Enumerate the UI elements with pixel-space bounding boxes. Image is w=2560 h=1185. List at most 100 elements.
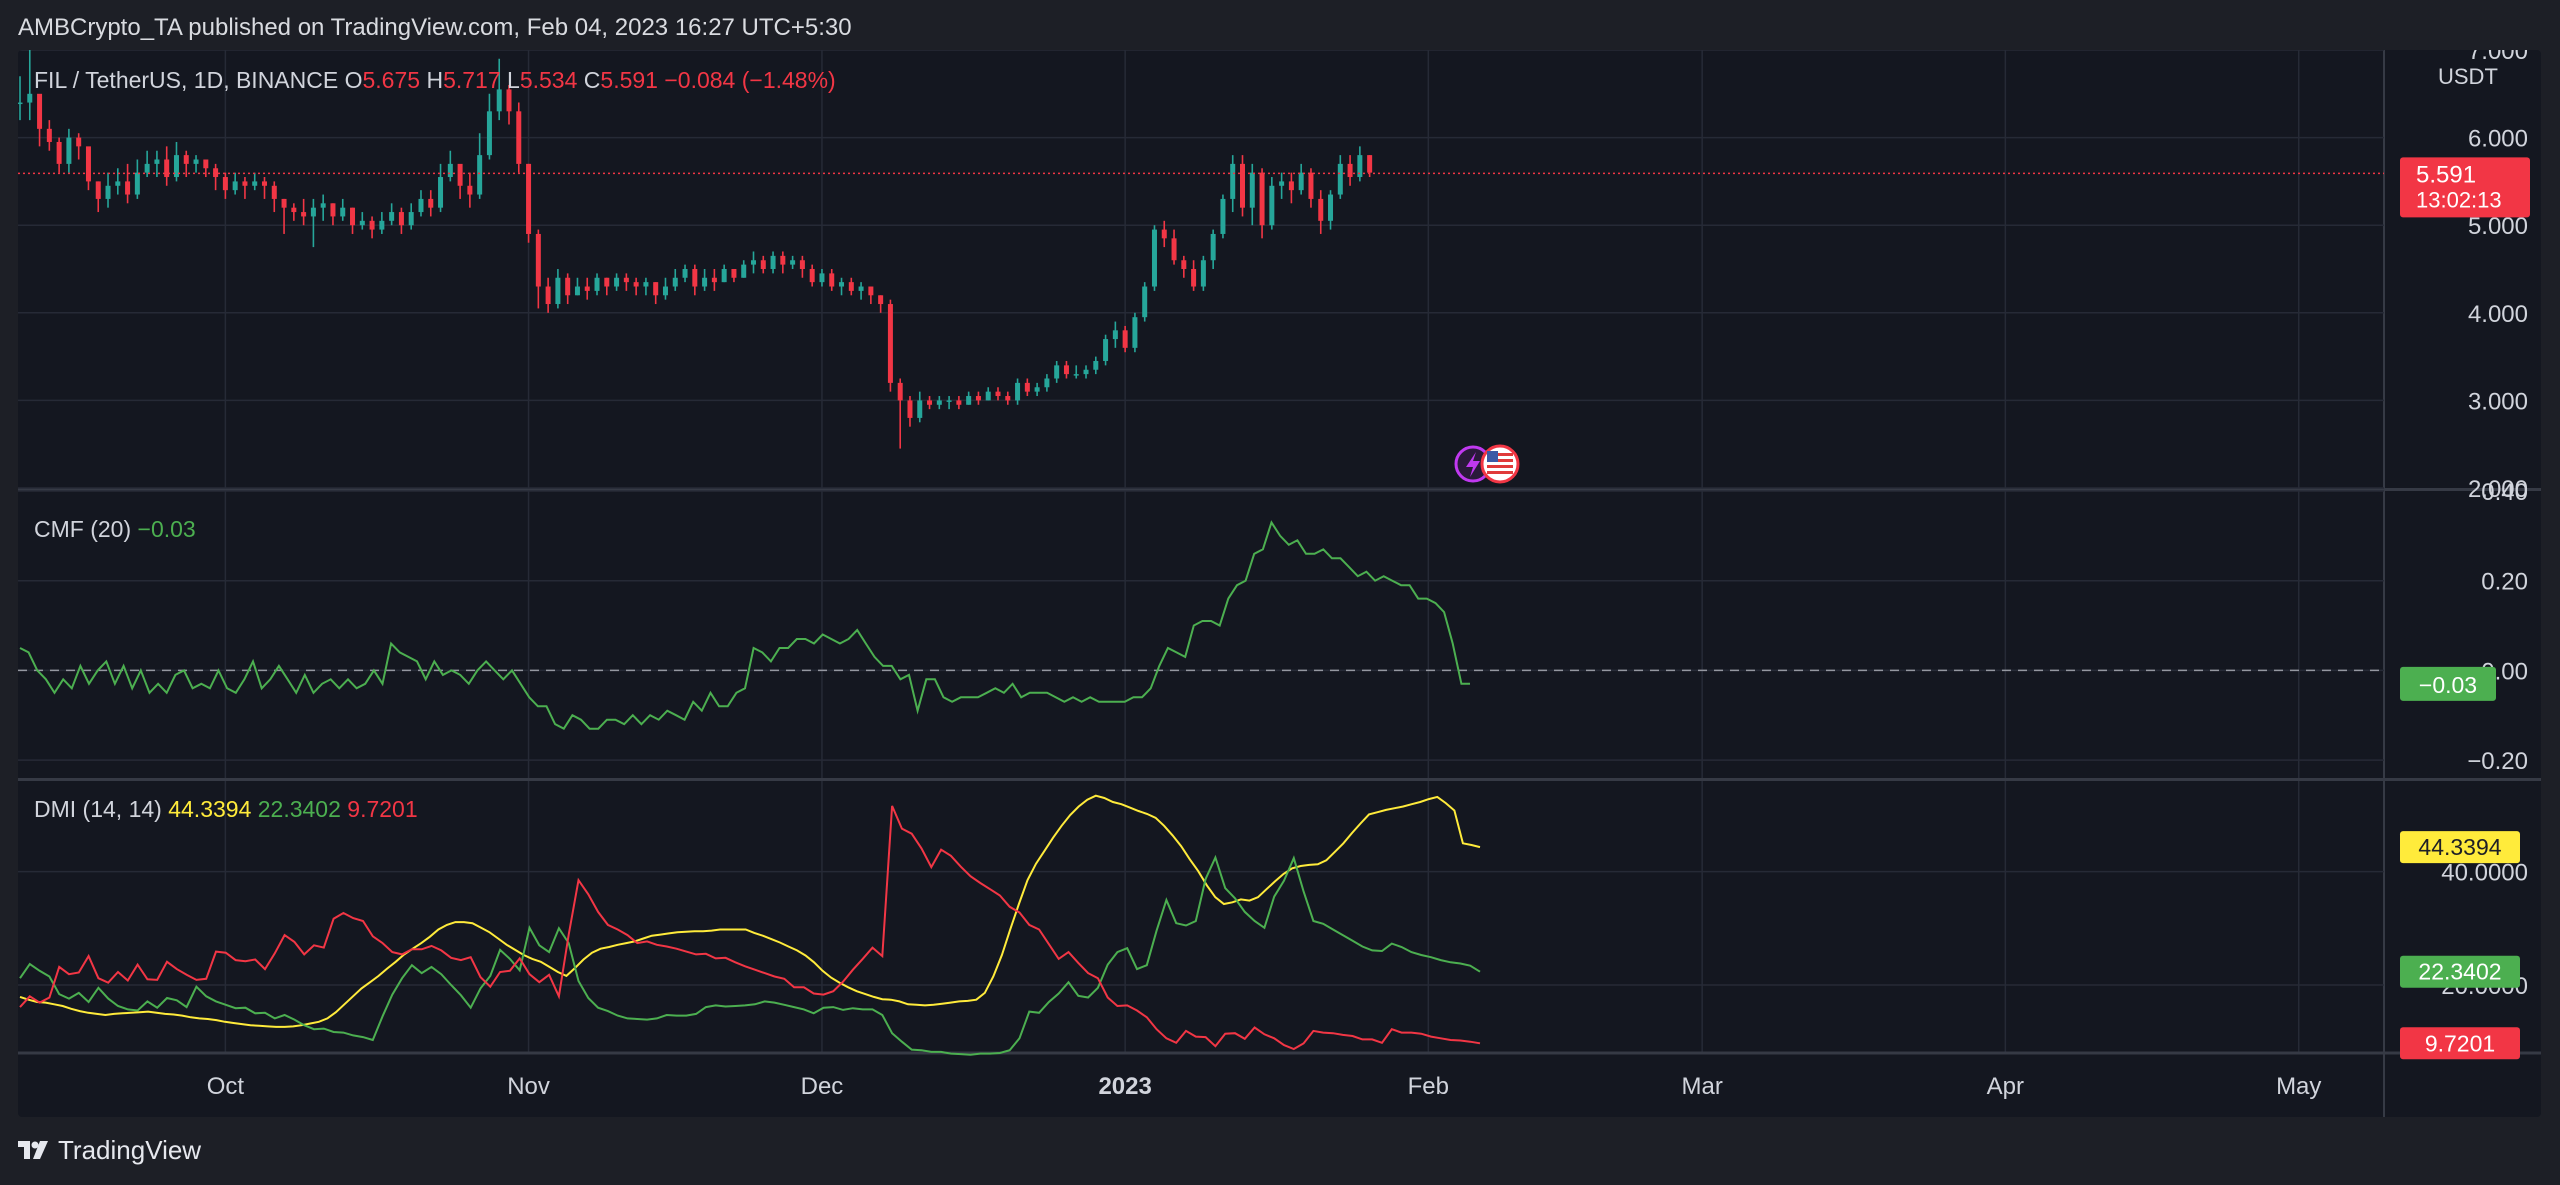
dmi-legend-value: 22.3402 [258, 796, 341, 822]
candle-body [995, 391, 1001, 397]
candle-body [301, 212, 307, 217]
time-axis-label: May [2276, 1073, 2321, 1100]
candle-body [154, 159, 160, 164]
candle-body [966, 396, 972, 405]
candle-body [1288, 181, 1294, 191]
dmi-value-tag [2400, 831, 2520, 864]
ohlc-key: O [345, 67, 363, 93]
candle-body [1318, 198, 1324, 221]
candle-body [809, 269, 815, 283]
time-axis-label: Oct [207, 1073, 245, 1100]
candle-body [320, 203, 326, 208]
time-axis-label: 2023 [1098, 1073, 1151, 1100]
candle-body [76, 137, 82, 147]
dmi-legend-value: 9.7201 [347, 796, 417, 822]
candle-body [1240, 163, 1245, 208]
candle-body [819, 273, 825, 283]
dmi-legend-value: 44.3394 [168, 796, 251, 822]
dmi-title: DMI (14, 14) [34, 796, 162, 822]
cmf-legend-value: −0.03 [138, 516, 196, 542]
candle-body [878, 295, 884, 305]
candle-body [907, 400, 913, 418]
candle-body [1103, 339, 1109, 361]
price-unit-label: USDT [2438, 64, 2498, 89]
dmi-tick-label: 40.0000 [2441, 860, 2528, 887]
candle-body [555, 277, 561, 305]
candle-body [1083, 369, 1089, 375]
candle-body [1132, 317, 1138, 348]
cmf-legend: CMF (20) −0.03 [34, 516, 196, 542]
candle-body [1259, 172, 1265, 226]
event-markers[interactable] [1454, 444, 1520, 484]
ohlc-value: 5.591 [600, 67, 658, 93]
candle-body [711, 277, 717, 283]
candle-body [222, 177, 228, 191]
last-price-tag [2400, 157, 2530, 218]
candle-body [1054, 365, 1060, 379]
candle-body [1034, 387, 1040, 392]
price-change: −0.084 (−1.48%) [664, 67, 835, 93]
candle-body [477, 155, 483, 195]
candle-body [506, 89, 512, 112]
time-axis-label: Feb [1408, 1073, 1449, 1100]
candle-body [662, 286, 668, 296]
candle-body [271, 185, 277, 199]
flag-stripe [1487, 465, 1513, 468]
tradingview-logo-icon [18, 1140, 48, 1159]
candle-body [27, 93, 33, 103]
flag-stripe [1487, 453, 1513, 456]
candle-body [770, 255, 776, 269]
candle-body [310, 207, 316, 217]
price-tick-label: 5.000 [2468, 213, 2528, 240]
price-tick-label: 6.000 [2468, 126, 2528, 153]
candle-body [594, 277, 600, 291]
candle-body [1269, 185, 1275, 226]
candle-body [936, 400, 942, 405]
candle-body [653, 282, 659, 296]
candle-body [604, 277, 610, 287]
cmf-value-tag [2400, 666, 2496, 701]
candle-body [467, 185, 473, 195]
chart-svg[interactable]: 7.0006.0005.0004.0003.0002.0005.59113:02… [18, 50, 2541, 1117]
candle-body [985, 391, 991, 401]
candle-body [848, 282, 854, 291]
candle-body [281, 198, 287, 208]
time-axis-label: Mar [1681, 1073, 1722, 1100]
candle-body [535, 233, 541, 287]
candle-body [633, 282, 639, 287]
candle-body [183, 155, 189, 164]
candle-body [1298, 172, 1304, 191]
tradingview-brand: TradingView [58, 1135, 202, 1165]
candle-body [125, 181, 131, 195]
candle-body [702, 277, 708, 287]
candle-body [643, 282, 649, 287]
candle-body [203, 159, 209, 169]
candle-body [85, 146, 91, 182]
candle-body [389, 212, 395, 221]
candle-body [1024, 382, 1030, 392]
flag-stripe [1487, 471, 1513, 474]
candle-body [1073, 374, 1079, 376]
ohlc-key: H [426, 67, 443, 93]
candle-body [614, 277, 620, 287]
candle-body [1200, 260, 1206, 287]
candle-body [1328, 194, 1334, 221]
last-price-value: 5.591 [2416, 161, 2476, 188]
chart-area[interactable]: 7.000 6.000 5.000 4.000 3.000 2.000 5.591 13:02… [18, 50, 2541, 1117]
candle-body [95, 181, 101, 199]
candle-body [1093, 360, 1099, 370]
candle-body [927, 400, 933, 405]
candle-body [1015, 382, 1021, 401]
candle-body [741, 264, 747, 278]
cmf-line [19, 520, 1470, 731]
tradingview-footer[interactable]: TradingView [18, 1135, 201, 1166]
ohlc-value: 5.675 [363, 67, 421, 93]
candle-body [330, 203, 336, 217]
candle-body [1367, 155, 1373, 173]
candle-body [56, 141, 62, 164]
candle-body [1142, 286, 1148, 318]
candle-body [193, 159, 199, 164]
candle-body [1230, 163, 1236, 199]
candle-body [173, 155, 179, 178]
candle-body [1308, 172, 1314, 199]
